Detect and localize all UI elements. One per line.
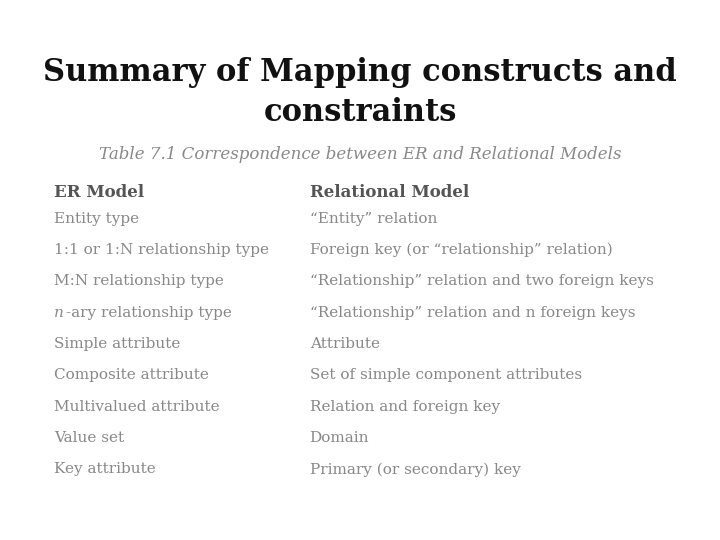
Text: -ary relationship type: -ary relationship type	[66, 306, 232, 320]
Text: Key attribute: Key attribute	[54, 462, 156, 476]
Text: “Entity” relation: “Entity” relation	[310, 212, 437, 226]
Text: Relational Model: Relational Model	[310, 184, 469, 200]
Text: Primary (or secondary) key: Primary (or secondary) key	[310, 462, 521, 477]
Text: Foreign key (or “relationship” relation): Foreign key (or “relationship” relation)	[310, 243, 612, 258]
Text: Relation and foreign key: Relation and foreign key	[310, 400, 500, 414]
Text: 1:1 or 1:N relationship type: 1:1 or 1:N relationship type	[54, 243, 269, 257]
Text: Summary of Mapping constructs and: Summary of Mapping constructs and	[43, 57, 677, 87]
Text: Simple attribute: Simple attribute	[54, 337, 181, 351]
Text: Value set: Value set	[54, 431, 124, 445]
Text: constraints: constraints	[264, 97, 456, 128]
Text: Attribute: Attribute	[310, 337, 379, 351]
Text: n: n	[54, 306, 64, 320]
Text: Entity type: Entity type	[54, 212, 139, 226]
Text: Composite attribute: Composite attribute	[54, 368, 209, 382]
Text: Multivalued attribute: Multivalued attribute	[54, 400, 220, 414]
Text: Domain: Domain	[310, 431, 369, 445]
Text: M:N relationship type: M:N relationship type	[54, 274, 224, 288]
Text: Table 7.1 Correspondence between ER and Relational Models: Table 7.1 Correspondence between ER and …	[99, 146, 621, 163]
Text: “Relationship” relation and n foreign keys: “Relationship” relation and n foreign ke…	[310, 306, 635, 320]
Text: “Relationship” relation and two foreign keys: “Relationship” relation and two foreign …	[310, 274, 654, 288]
Text: Set of simple component attributes: Set of simple component attributes	[310, 368, 582, 382]
Text: ER Model: ER Model	[54, 184, 144, 200]
